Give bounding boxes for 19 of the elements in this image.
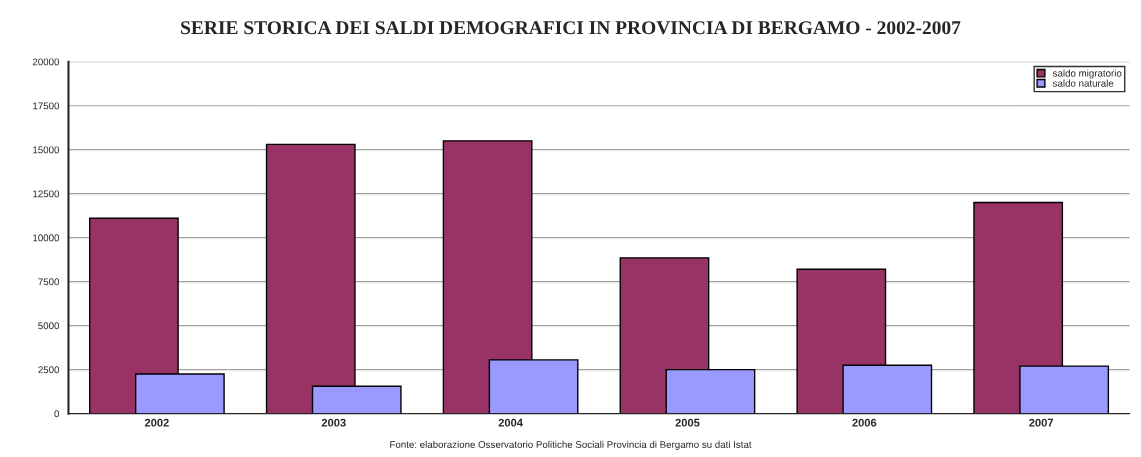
y-tick-label: 15000 — [33, 146, 60, 154]
x-tick-label: 2005 — [675, 418, 700, 427]
x-tick-label: 2004 — [498, 418, 523, 427]
y-tick-label: 7500 — [38, 278, 60, 286]
y-tick-label: 10000 — [33, 234, 60, 242]
y-tick-label: 12500 — [33, 190, 60, 198]
legend-label: saldo migratorio — [1052, 69, 1122, 79]
y-tick-label: 20000 — [32, 58, 60, 66]
y-tick-label: 2500 — [38, 366, 60, 374]
x-tick-label: 2007 — [1029, 418, 1054, 427]
x-tick-label: 2002 — [144, 418, 169, 427]
x-tick-label: 2006 — [852, 418, 877, 427]
legend-label: saldo naturale — [1052, 79, 1114, 87]
source-note: Fonte: elaborazione Osservatorio Politiche Sociali Provincia di Bergamo su dati Istat — [390, 440, 752, 450]
x-tick-label: 2003 — [321, 418, 346, 427]
chart-title: SERIE STORICA DEI SALDI DEMOGRAFICI IN PROVINCIA DI BERGAMO - 2002-2007 — [181, 21, 961, 35]
y-tick-label: 17500 — [33, 102, 60, 110]
y-tick-label: 0 — [54, 410, 60, 418]
y-tick-label: 5000 — [38, 322, 60, 330]
